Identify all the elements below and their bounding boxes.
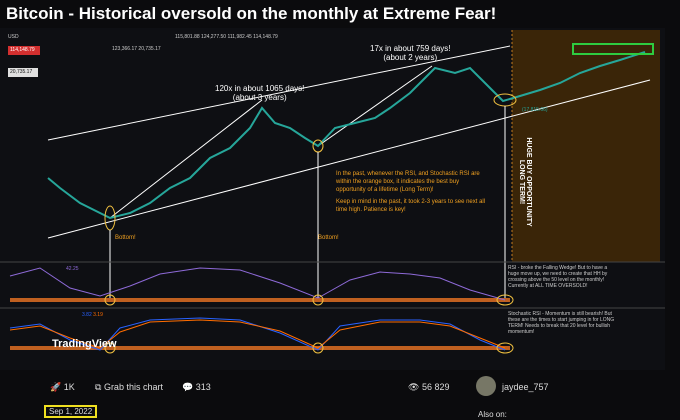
boost-count: 1K [63,382,75,392]
bottom-label: Bottom! [318,235,339,241]
stoch-k-value: 3.82 [82,312,92,318]
views: 👁 56 829 [408,382,450,392]
vertical-note: HUGE BUY OPPORTUNITY LONG TERM! [518,127,532,237]
author[interactable]: jaydee_757 [502,382,549,392]
circle [312,342,324,354]
annotation: 120x in about 1065 days! (about 3 years) [215,84,304,102]
circle [312,294,324,306]
note: Keep in mind in the past, it took 2-3 ye… [336,199,486,213]
circle [496,342,514,354]
post-title: Bitcoin - Historical oversold on the mon… [6,4,497,23]
price-marker: 20,735.17 [10,69,33,75]
channel-bottom [47,79,651,239]
annotation: 17x in about 759 days! (about 2 years) [370,44,451,62]
view-count: 56 829 [421,382,450,392]
stoch-d-value: 3.19 [93,312,103,318]
note: In the past, whenever the RSI, and Stoch… [336,171,480,193]
annotation-line: 120x in about 1065 days! [215,84,305,93]
rsi-box [10,298,510,302]
vertical-line: LONG TERM! [518,159,525,205]
stoch-box [10,346,510,350]
comments-button[interactable]: 💬 313 [182,382,211,392]
stoch-values: 3.82 3.19 [82,312,103,318]
chart-image [0,28,665,370]
also-on: Also on: [478,410,507,419]
boost-button[interactable]: 🚀 1K [50,382,75,392]
extra-value: 20,735.17 [138,46,161,52]
ohlc-value: 124,277.50 [201,34,227,40]
vertical-line: HUGE BUY OPPORTUNITY [525,137,532,227]
stoch-note: Stochastic RSI - Momentum is still beari… [508,311,615,335]
target-box [572,43,654,55]
annotation-line: (about 3 years) [232,93,287,102]
arrow-1 [109,99,263,219]
rsi-note: RSI - broke the Falling Wedge! But to ha… [508,265,608,289]
rsi-line [9,267,506,301]
logo: TradingView [52,338,117,350]
annotation-line: (about 2 years) [383,53,438,62]
currency: USD [8,34,19,40]
low-label: (17,815.66) [522,107,548,113]
bottom-label: Bottom! [115,235,136,241]
channel-top [47,45,511,141]
circle [496,294,514,306]
arrow-2 [317,65,433,147]
last-price: 114,148.79 [10,47,35,53]
extra: 123,366.17 20,735.17 [112,46,161,52]
extra-value: 123,366.17 [112,46,138,52]
comment-count: 313 [195,382,211,392]
price-tag [8,68,38,77]
grab-label: Grab this chart [103,382,163,392]
annotation-line: 17x in about 759 days! [370,44,451,53]
price-tag [8,46,40,55]
circle [104,342,116,354]
stoch-d [9,319,506,349]
post-date: Sep 1, 2022 [44,405,98,418]
rsi-value: 42.25 [66,266,79,272]
ohlc-value: 114,148.79 [253,34,278,40]
ohlc: 115,801.88 124,277.50 111,982.45 114,148… [175,34,278,40]
ohlc-value: 115,801.88 [175,34,200,40]
grab-button[interactable]: ⧉ Grab this chart [95,382,163,392]
price-line [47,51,646,220]
circle [104,294,116,306]
orange-zone [512,30,660,262]
ohlc-value: 111,982.45 [227,34,252,40]
avatar[interactable] [476,376,496,396]
